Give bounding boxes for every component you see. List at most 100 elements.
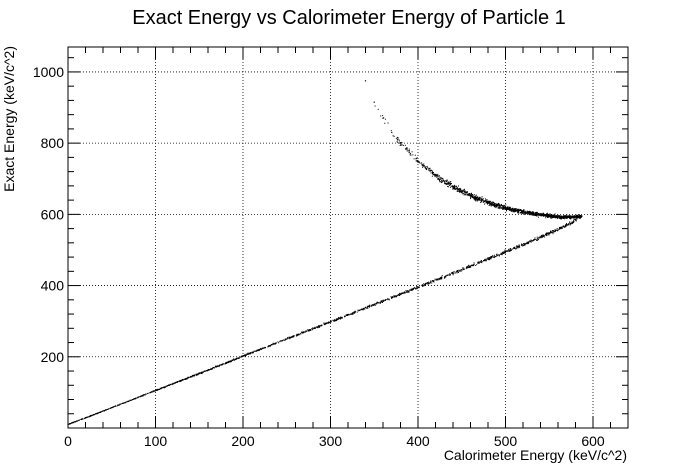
data-point: [578, 216, 580, 218]
data-point: [445, 180, 447, 182]
data-point: [490, 257, 492, 259]
data-point: [198, 372, 200, 374]
data-point: [526, 212, 528, 214]
data-point: [488, 201, 490, 203]
data-point: [267, 345, 269, 347]
data-point: [387, 298, 389, 300]
data-point: [515, 208, 517, 210]
data-point: [416, 157, 418, 159]
data-point: [153, 390, 155, 392]
data-point: [99, 411, 101, 413]
data-point: [523, 212, 525, 214]
data-point: [446, 180, 448, 182]
data-point: [505, 206, 507, 208]
data-point: [494, 254, 496, 256]
data-point: [424, 168, 426, 170]
data-point: [498, 254, 500, 256]
data-point: [116, 405, 118, 407]
data-point: [405, 291, 407, 293]
data-point: [197, 373, 199, 375]
data-point: [572, 222, 574, 224]
data-point: [441, 275, 443, 277]
data-point: [474, 199, 476, 201]
data-point: [505, 204, 507, 206]
data-point: [506, 209, 508, 211]
data-point: [472, 265, 474, 267]
data-point: [385, 299, 387, 301]
data-point: [444, 277, 446, 279]
data-point: [553, 217, 555, 219]
data-point: [458, 269, 460, 271]
data-point: [561, 216, 563, 218]
data-point: [435, 175, 437, 177]
data-point: [314, 327, 316, 329]
data-point: [441, 276, 443, 278]
data-point: [112, 406, 114, 408]
data-point: [402, 292, 404, 294]
data-point: [494, 256, 496, 258]
data-point: [408, 148, 410, 150]
data-point: [133, 398, 135, 400]
data-point: [433, 281, 435, 283]
data-point: [567, 216, 569, 218]
data-point: [527, 242, 529, 244]
data-point: [574, 218, 576, 220]
data-point: [293, 335, 295, 337]
data-point: [463, 191, 465, 193]
data-point: [469, 266, 471, 268]
data-point: [204, 370, 206, 372]
data-point: [448, 274, 450, 276]
data-point: [430, 169, 432, 171]
data-point: [557, 217, 559, 219]
data-point: [465, 192, 467, 194]
data-point: [131, 398, 133, 400]
data-point: [533, 211, 535, 213]
data-point: [340, 316, 342, 318]
data-point: [514, 247, 516, 249]
data-point: [546, 234, 548, 236]
data-point: [382, 117, 384, 119]
data-point: [502, 208, 504, 210]
data-point: [513, 211, 515, 213]
data-point: [526, 242, 528, 244]
data-point: [445, 276, 447, 278]
data-point: [540, 236, 542, 238]
data-point: [327, 322, 329, 324]
data-point: [404, 292, 406, 294]
data-point: [536, 239, 538, 241]
data-point: [96, 412, 98, 414]
data-point: [272, 343, 274, 345]
data-point: [493, 205, 495, 207]
data-point: [476, 196, 478, 198]
data-point: [393, 296, 395, 298]
data-point: [442, 179, 444, 181]
data-point: [491, 203, 493, 205]
data-point: [431, 175, 433, 177]
data-point: [358, 310, 360, 312]
data-point: [305, 329, 307, 331]
data-point: [557, 230, 559, 232]
data-point: [523, 209, 525, 211]
y-tick-label: 600: [41, 206, 65, 222]
data-point: [259, 348, 261, 350]
data-point: [460, 190, 462, 192]
data-point: [495, 254, 497, 256]
data-point: [522, 210, 524, 212]
data-point: [300, 333, 302, 335]
data-point: [452, 187, 454, 189]
data-point: [458, 191, 460, 193]
data-point: [301, 331, 303, 333]
data-point: [255, 350, 257, 352]
data-point: [422, 285, 424, 287]
data-point: [224, 363, 226, 365]
data-point: [579, 215, 581, 217]
data-point: [195, 373, 197, 375]
data-point: [406, 147, 408, 149]
data-point: [498, 206, 500, 208]
data-point: [482, 199, 484, 201]
data-point: [565, 216, 567, 218]
data-point: [94, 413, 96, 415]
data-point: [448, 181, 450, 183]
data-point: [573, 219, 575, 221]
data-point: [252, 352, 254, 354]
